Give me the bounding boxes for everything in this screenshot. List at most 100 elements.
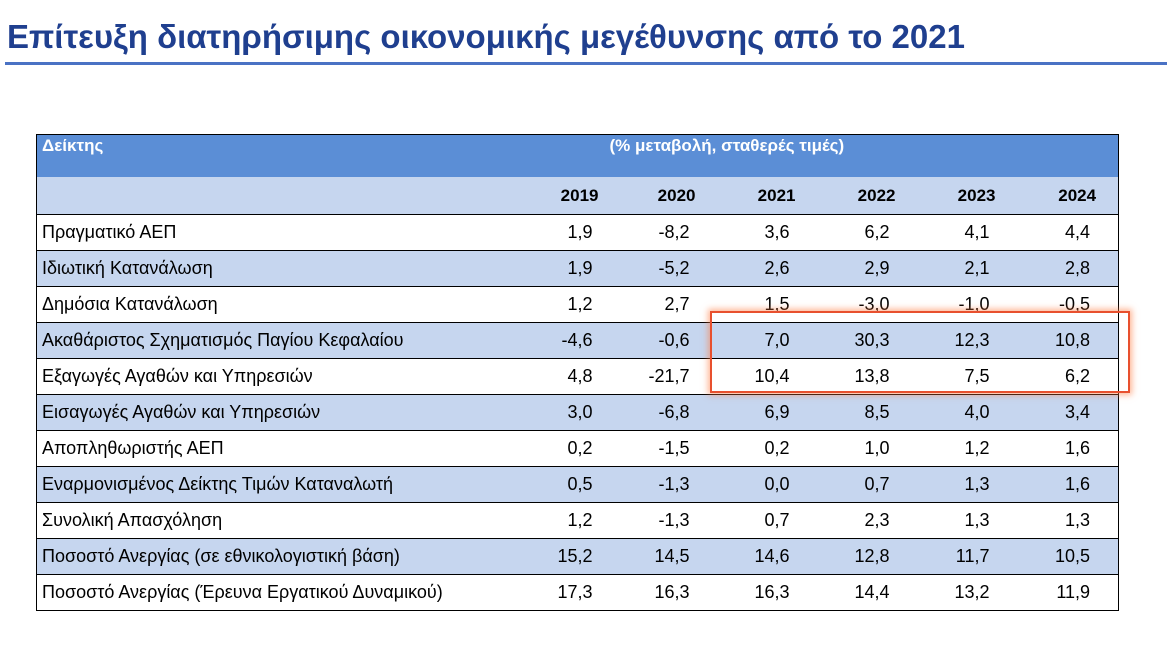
indicator-label: Ακαθάριστος Σχηματισμός Παγίου Κεφαλαίου (36, 322, 521, 359)
value-cell: 4,0 (917, 394, 1018, 431)
indicator-label: Πραγματικό ΑΕΠ (36, 214, 521, 251)
value-cell: 16,3 (717, 574, 818, 611)
value-cell: 1,3 (1017, 502, 1119, 539)
value-cell: -1,5 (620, 430, 718, 467)
value-cell: 6,9 (717, 394, 818, 431)
value-cell: 2,3 (817, 502, 918, 539)
value-cell: 4,8 (520, 358, 621, 395)
indicators-table: Δείκτης (% μεταβολή, σταθερές τιμές) 201… (36, 134, 1120, 611)
value-cell: -0,6 (620, 322, 718, 359)
value-cell: 30,3 (817, 322, 918, 359)
value-cell: 0,5 (520, 466, 621, 503)
value-cell: 6,2 (817, 214, 918, 251)
value-cell: 16,3 (620, 574, 718, 611)
value-cell: 1,2 (520, 286, 621, 323)
value-cell: 1,6 (1017, 466, 1119, 503)
value-cell: 0,7 (717, 502, 818, 539)
value-cell: 12,8 (817, 538, 918, 575)
indicator-label: Συνολική Απασχόληση (36, 502, 521, 539)
value-cell: 2,7 (620, 286, 718, 323)
value-cell: 1,2 (917, 430, 1018, 467)
value-cell: 1,6 (1017, 430, 1119, 467)
value-cell: -1,0 (917, 286, 1018, 323)
value-cell: 1,5 (717, 286, 818, 323)
table-row: Πραγματικό ΑΕΠ 1,9 -8,2 3,6 6,2 4,1 4,4 (36, 214, 1119, 251)
value-cell: 1,3 (917, 466, 1018, 503)
value-cell: 4,1 (917, 214, 1018, 251)
value-cell: 10,8 (1017, 322, 1119, 359)
value-cell: 2,8 (1017, 250, 1119, 287)
indicator-label: Ποσοστό Ανεργίας (σε εθνικολογιστική βάσ… (36, 538, 521, 575)
value-cell: -0,5 (1017, 286, 1119, 323)
table-row: Ποσοστό Ανεργίας (σε εθνικολογιστική βάσ… (36, 538, 1119, 575)
value-cell: -4,6 (520, 322, 621, 359)
value-cell: 1,9 (520, 250, 621, 287)
value-cell: 11,9 (1017, 574, 1119, 611)
value-cell: -6,8 (620, 394, 718, 431)
value-cell: 14,6 (717, 538, 818, 575)
year-header: 2020 (620, 177, 718, 215)
value-cell: -1,3 (620, 466, 718, 503)
value-cell: 2,6 (717, 250, 818, 287)
value-cell: -8,2 (620, 214, 718, 251)
year-header: 2019 (520, 177, 621, 215)
value-cell: 7,5 (917, 358, 1018, 395)
year-header: 2023 (917, 177, 1018, 215)
value-cell: 12,3 (917, 322, 1018, 359)
title-underline (5, 62, 1167, 65)
indicator-label: Εναρμονισμένος Δείκτης Τιμών Καταναλωτή (36, 466, 521, 503)
value-cell: 2,9 (817, 250, 918, 287)
value-cell: 1,9 (520, 214, 621, 251)
value-cell: 3,6 (717, 214, 818, 251)
table-row: Συνολική Απασχόληση 1,2 -1,3 0,7 2,3 1,3 1,3 (36, 502, 1119, 539)
value-cell: 7,0 (717, 322, 818, 359)
indicator-label: Εισαγωγές Αγαθών και Υπηρεσιών (36, 394, 521, 431)
value-cell: 14,4 (817, 574, 918, 611)
table-header-row: Δείκτης (% μεταβολή, σταθερές τιμές) (36, 134, 1119, 177)
value-cell: 13,2 (917, 574, 1018, 611)
value-cell: 1,0 (817, 430, 918, 467)
table-row: Δημόσια Κατανάλωση 1,2 2,7 1,5 -3,0 -1,0 -0,5 (36, 286, 1119, 323)
value-cell: 11,7 (917, 538, 1018, 575)
value-cell: 14,5 (620, 538, 718, 575)
value-cell: 1,2 (520, 502, 621, 539)
indicator-label: Δημόσια Κατανάλωση (36, 286, 521, 323)
value-cell: 15,2 (520, 538, 621, 575)
years-row-blank-cell (36, 177, 521, 215)
value-cell: 10,4 (717, 358, 818, 395)
table-row: Αποπληθωριστής ΑΕΠ 0,2 -1,5 0,2 1,0 1,2 1,6 (36, 430, 1119, 467)
header-indicator-label: Δείκτης (36, 134, 521, 177)
indicator-label: Εξαγωγές Αγαθών και Υπηρεσιών (36, 358, 521, 395)
value-cell: -21,7 (620, 358, 718, 395)
value-cell: 6,2 (1017, 358, 1119, 395)
year-header: 2022 (817, 177, 918, 215)
value-cell: -5,2 (620, 250, 718, 287)
table-row: Ιδιωτική Κατανάλωση 1,9 -5,2 2,6 2,9 2,1 2,8 (36, 250, 1119, 287)
value-cell: 13,8 (817, 358, 918, 395)
header-unit-label: (% μεταβολή, σταθερές τιμές) (520, 134, 1119, 177)
value-cell: 2,1 (917, 250, 1018, 287)
value-cell: 8,5 (817, 394, 918, 431)
value-cell: 10,5 (1017, 538, 1119, 575)
table-years-row: 2019 2020 2021 2022 2023 2024 (36, 177, 1119, 215)
table-row: Εναρμονισμένος Δείκτης Τιμών Καταναλωτή 0… (36, 466, 1119, 503)
indicator-label: Ποσοστό Ανεργίας (Έρευνα Εργατικού Δυναμ… (36, 574, 521, 611)
indicator-label: Αποπληθωριστής ΑΕΠ (36, 430, 521, 467)
value-cell: 4,4 (1017, 214, 1119, 251)
value-cell: -3,0 (817, 286, 918, 323)
value-cell: 0,2 (717, 430, 818, 467)
value-cell: 3,4 (1017, 394, 1119, 431)
value-cell: 17,3 (520, 574, 621, 611)
value-cell: 0,2 (520, 430, 621, 467)
year-header: 2021 (717, 177, 818, 215)
value-cell: 0,0 (717, 466, 818, 503)
value-cell: 3,0 (520, 394, 621, 431)
value-cell: 1,3 (917, 502, 1018, 539)
table-row: Ακαθάριστος Σχηματισμός Παγίου Κεφαλαίου… (36, 322, 1119, 359)
value-cell: 0,7 (817, 466, 918, 503)
year-header: 2024 (1017, 177, 1119, 215)
table-row: Εξαγωγές Αγαθών και Υπηρεσιών 4,8 -21,7 10,… (36, 358, 1119, 395)
table-row: Εισαγωγές Αγαθών και Υπηρεσιών 3,0 -6,8 6,9… (36, 394, 1119, 431)
indicator-label: Ιδιωτική Κατανάλωση (36, 250, 521, 287)
slide-title: Επίτευξη διατηρήσιμης οικονομικής μεγέθυ… (7, 18, 965, 55)
